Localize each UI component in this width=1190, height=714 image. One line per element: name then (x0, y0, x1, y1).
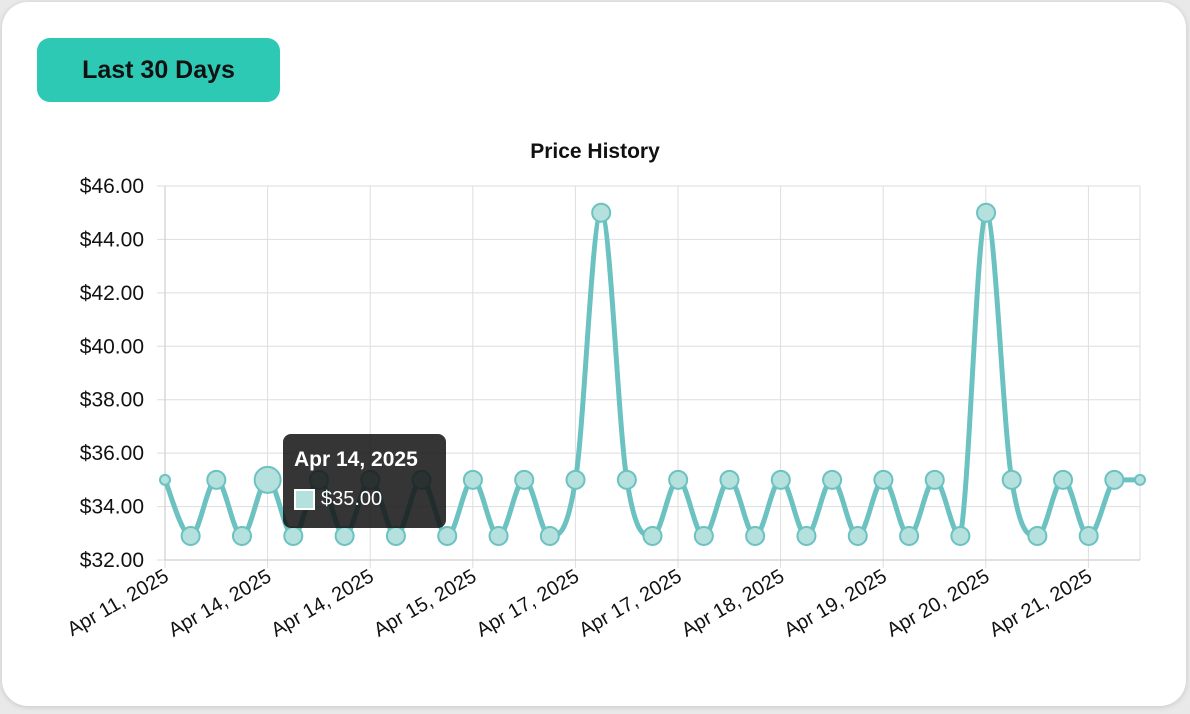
data-point[interactable] (796, 525, 817, 546)
data-point[interactable] (565, 469, 586, 490)
series-points (159, 202, 1146, 546)
data-point[interactable] (385, 525, 406, 546)
tooltip-color-swatch (294, 489, 315, 510)
grid (157, 185, 1141, 568)
y-tick-label: $44.00 (80, 228, 144, 251)
data-point[interactable] (822, 469, 843, 490)
x-tick-label: Apr 11, 2025 (64, 565, 173, 641)
data-point[interactable] (693, 525, 714, 546)
x-tick-label: Apr 21, 2025 (986, 565, 1096, 641)
data-point[interactable] (334, 525, 355, 546)
data-point[interactable] (847, 525, 868, 546)
x-tick-label: Apr 15, 2025 (370, 565, 480, 641)
data-point[interactable] (206, 469, 227, 490)
data-point[interactable] (1104, 469, 1125, 490)
data-point[interactable] (462, 469, 483, 490)
x-tick-label: Apr 18, 2025 (678, 565, 788, 641)
data-point[interactable] (180, 525, 201, 546)
data-point[interactable] (1134, 473, 1146, 486)
data-point[interactable] (1078, 525, 1099, 546)
data-point[interactable] (668, 469, 689, 490)
last-30-days-button[interactable]: Last 30 Days (37, 38, 280, 102)
chart-title: Price History (530, 140, 660, 163)
tooltip-date: Apr 14, 2025 (294, 448, 418, 471)
data-point[interactable] (1001, 469, 1022, 490)
data-point[interactable] (899, 525, 920, 546)
y-tick-label: $34.00 (80, 496, 144, 519)
tooltip-price: $35.00 (321, 488, 383, 510)
data-point[interactable] (924, 469, 945, 490)
y-tick-label: $38.00 (80, 389, 144, 412)
y-tick-label: $46.00 (80, 175, 144, 198)
x-tick-label: Apr 14, 2025 (165, 565, 275, 641)
data-point[interactable] (1053, 469, 1074, 490)
data-point[interactable] (159, 473, 171, 486)
x-tick-label: Apr 17, 2025 (575, 565, 685, 641)
data-point[interactable] (1027, 525, 1048, 546)
data-point[interactable] (873, 469, 894, 490)
data-point[interactable] (719, 469, 740, 490)
x-tick-label: Apr 20, 2025 (883, 565, 993, 641)
data-point[interactable] (539, 525, 560, 546)
data-point[interactable] (950, 525, 971, 546)
y-tick-label: $32.00 (80, 549, 144, 572)
data-point[interactable] (514, 469, 535, 490)
data-point[interactable] (253, 465, 282, 494)
x-tick-label: Apr 14, 2025 (268, 565, 378, 641)
data-point[interactable] (616, 469, 637, 490)
x-tick-label: Apr 17, 2025 (473, 565, 583, 641)
data-point[interactable] (488, 525, 509, 546)
data-point[interactable] (976, 202, 997, 223)
data-point[interactable] (283, 525, 304, 546)
y-tick-label: $42.00 (80, 282, 144, 305)
chart-tooltip: Apr 14, 2025 $35.00 (283, 434, 446, 528)
y-tick-label: $36.00 (80, 442, 144, 465)
data-point[interactable] (231, 525, 252, 546)
data-point[interactable] (591, 202, 612, 223)
x-tick-label: Apr 19, 2025 (781, 565, 891, 641)
data-point[interactable] (745, 525, 766, 546)
y-tick-label: $40.00 (80, 335, 144, 358)
data-point[interactable] (437, 525, 458, 546)
data-point[interactable] (770, 469, 791, 490)
data-point[interactable] (642, 525, 663, 546)
